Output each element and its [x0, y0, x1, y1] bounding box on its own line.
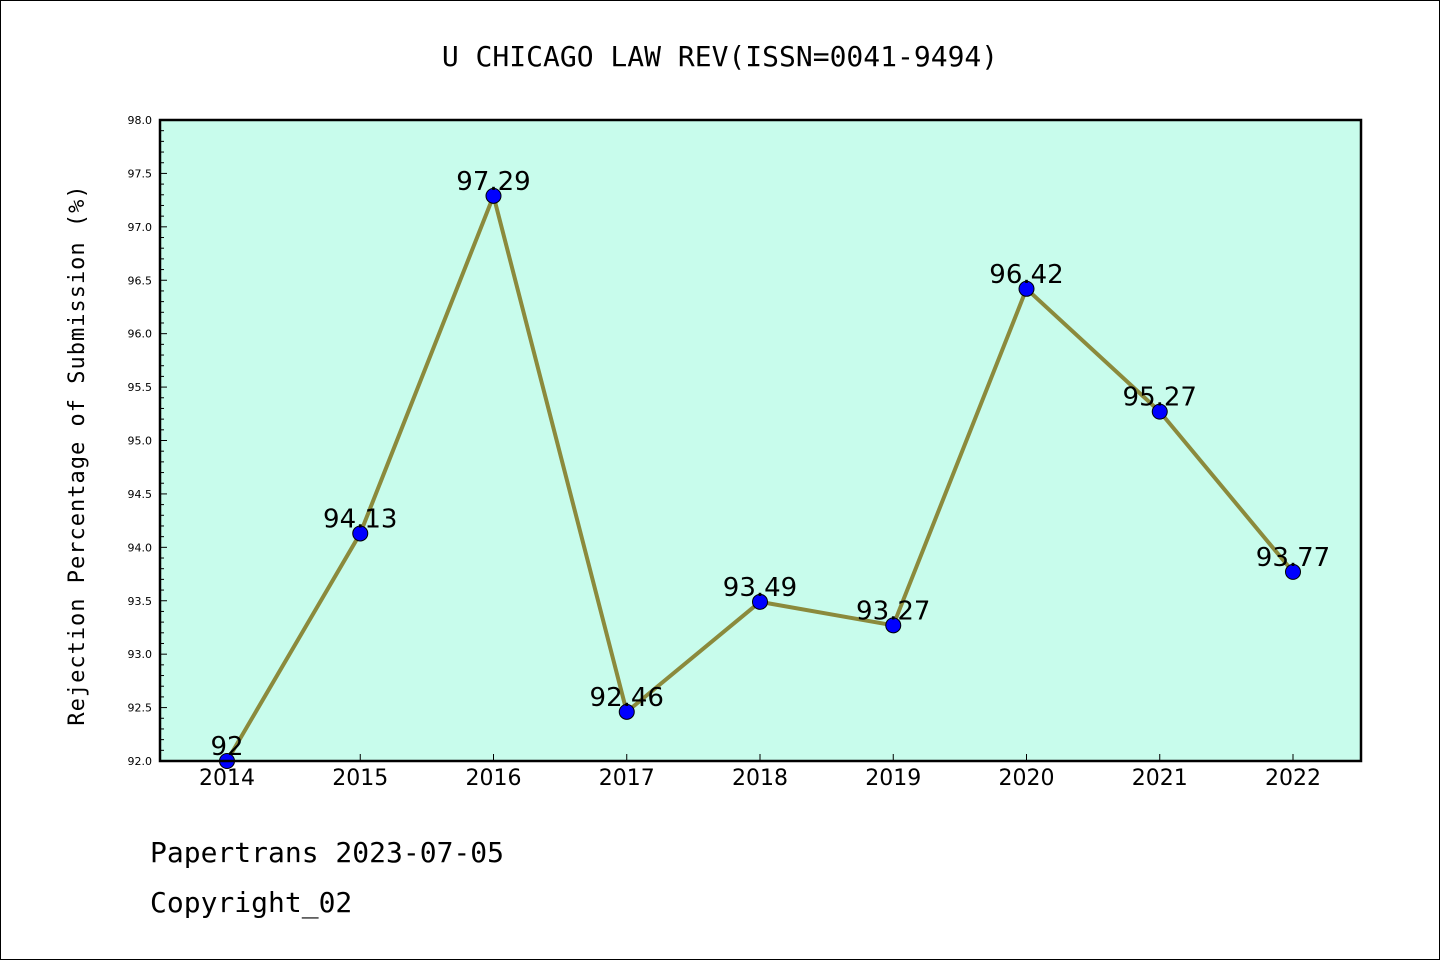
y-axis: 92.0 92.5 93.0 93.5 94.0 94.5 95.0 95.5 96.0 96.5…	[128, 114, 167, 768]
y-axis-label: Rejection Percentage of Submission (%)	[65, 184, 90, 725]
y-tick-label: 93.5	[128, 595, 153, 608]
y-tick-label: 92.5	[128, 702, 153, 715]
y-tick-label: 96.0	[128, 328, 153, 341]
plot-area	[160, 120, 1361, 761]
x-axis: 2014 2015 2016 2017 2018 2019 2020 2021 2022	[199, 754, 1321, 791]
y-tick-label: 96.5	[128, 274, 153, 287]
chart-title: U CHICAGO LAW REV(ISSN=0041-9494)	[442, 40, 998, 73]
data-label: 92.46	[590, 683, 664, 713]
data-point	[885, 617, 902, 634]
data-label: 95.27	[1123, 383, 1197, 413]
x-tick-label: 2016	[466, 766, 522, 791]
y-tick-label: 92.0	[128, 755, 153, 768]
data-point	[618, 703, 635, 720]
y-tick-label: 94.0	[128, 541, 153, 554]
data-label: 96.42	[989, 260, 1063, 290]
x-tick-label: 2014	[199, 766, 255, 791]
x-tick-label: 2017	[599, 766, 655, 791]
x-tick-label: 2015	[332, 766, 388, 791]
data-label: 93.27	[856, 596, 930, 626]
y-tick-label: 95.0	[128, 435, 153, 448]
footer-date-text: Papertrans 2023-07-05	[150, 836, 505, 869]
data-label: 97.29	[456, 167, 530, 197]
data-point	[1018, 280, 1035, 297]
data-point	[752, 593, 768, 610]
y-tick-label: 98.0	[128, 114, 153, 127]
data-label: 93.77	[1256, 543, 1330, 573]
x-tick-label: 2022	[1265, 766, 1321, 791]
data-point	[1151, 403, 1168, 420]
x-tick-label: 2020	[999, 766, 1055, 791]
data-label: 94.13	[323, 504, 397, 534]
y-tick-label: 94.5	[128, 488, 153, 501]
data-label: 93.49	[723, 573, 797, 603]
data-point	[1285, 563, 1301, 580]
plot-border	[158, 118, 1363, 763]
x-tick-label: 2018	[732, 766, 788, 791]
y-tick-label: 95.5	[128, 381, 153, 394]
y-tick-label: 93.0	[128, 648, 153, 661]
data-point	[352, 525, 369, 542]
y-tick-label: 97.5	[128, 167, 153, 180]
series-line-group: 92 94.13 97.29 92.46 93.49 93.27 96.42 95.27 93.…	[210, 167, 1330, 769]
x-tick-label: 2021	[1132, 766, 1188, 791]
footer-copyright-text: Copyright_02	[150, 886, 353, 919]
y-tick-label: 97.0	[128, 221, 153, 234]
data-point	[485, 187, 502, 204]
x-tick-label: 2019	[865, 766, 921, 791]
data-label: 92	[210, 732, 243, 762]
